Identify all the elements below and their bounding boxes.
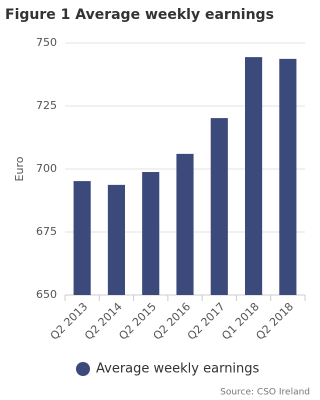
- bar: [142, 172, 160, 295]
- bar: [176, 153, 194, 295]
- chart-title: Figure 1 Average weekly earnings: [5, 7, 274, 23]
- y-tick-label: 675: [36, 225, 57, 238]
- y-axis-label: Euro: [13, 156, 26, 181]
- y-tick-label: 750: [36, 36, 57, 49]
- legend-marker: [76, 362, 90, 376]
- legend-label: Average weekly earnings: [96, 362, 260, 377]
- bar: [210, 118, 228, 295]
- bar: [279, 58, 297, 295]
- source: Source: CSO Ireland: [220, 388, 310, 398]
- x-tick-label: Q2 2018: [254, 300, 297, 343]
- bar: [245, 57, 263, 295]
- y-tick-label: 650: [36, 288, 57, 301]
- bar: [107, 184, 125, 295]
- y-tick-label: 700: [36, 162, 57, 175]
- bar: [73, 181, 91, 295]
- y-tick-label: 725: [36, 99, 57, 112]
